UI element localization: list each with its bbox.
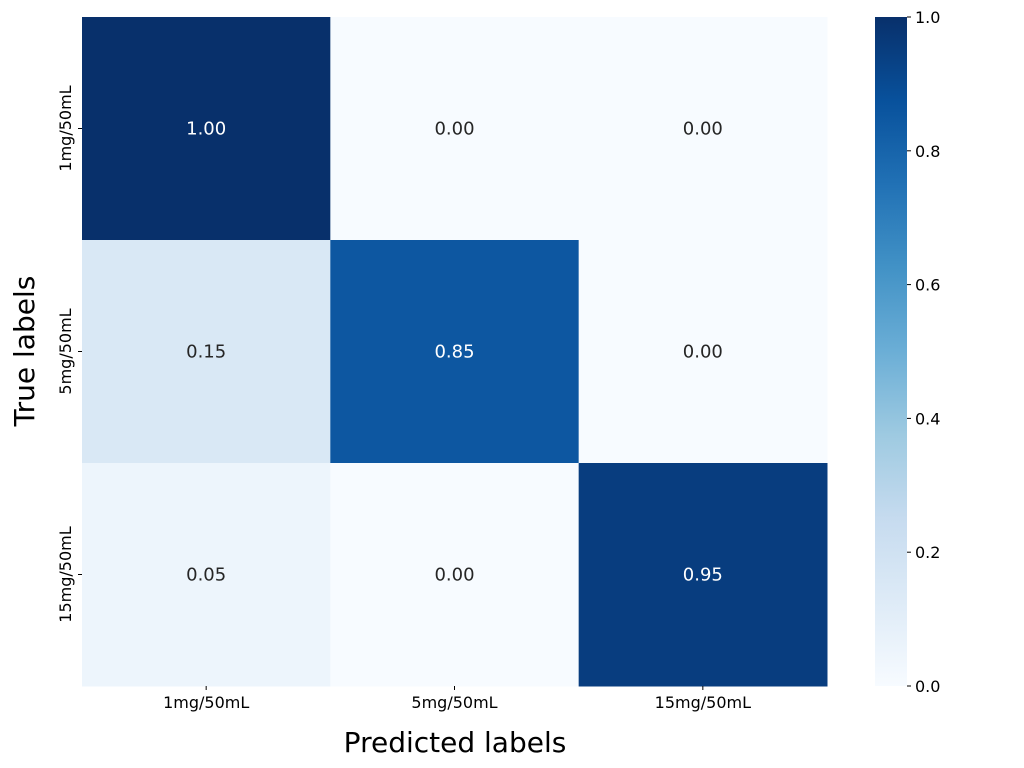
heatmap-cell-label: 0.05: [186, 565, 226, 586]
colorbar-ticks: 0.0 0.2 0.4 0.6 0.8 1.0: [907, 8, 940, 696]
colorbar-tick-label: 0.2: [915, 543, 940, 562]
x-axis-ticks: 1mg/50mL 5mg/50mL 15mg/50mL: [163, 686, 751, 712]
heatmap-cell-label: 0.00: [683, 119, 723, 140]
heatmap-cell-label: 0.00: [434, 565, 474, 586]
colorbar: [875, 17, 907, 686]
heatmap-cell: [82, 463, 331, 687]
x-tick-label: 15mg/50mL: [655, 693, 751, 712]
y-tick-label: 15mg/50mL: [56, 526, 75, 622]
y-axis-ticks: 1mg/50mL 5mg/50mL 15mg/50mL: [56, 85, 82, 623]
heatmap-cell: [578, 463, 828, 687]
x-tick-label: 5mg/50mL: [411, 693, 497, 712]
colorbar-tick-label: 0.0: [915, 677, 940, 696]
heatmap-cell-label: 1.00: [186, 119, 226, 140]
heatmap-cell: [330, 17, 580, 241]
colorbar-tick-label: 1.0: [915, 8, 940, 27]
heatmap-cell-label: 0.00: [434, 119, 474, 140]
y-tick-label: 1mg/50mL: [56, 85, 75, 171]
colorbar-tick-label: 0.8: [915, 142, 940, 161]
y-tick-label: 5mg/50mL: [56, 308, 75, 394]
heatmap-cell: [330, 463, 580, 687]
x-tick-label: 1mg/50mL: [163, 693, 249, 712]
heatmap-cell: [578, 240, 828, 464]
heatmap-cell-label: 0.95: [683, 565, 723, 586]
y-axis-title: True labels: [8, 276, 41, 428]
heatmap-cell: [82, 240, 331, 464]
x-axis-title: Predicted labels: [344, 726, 567, 759]
heatmap-cell-label: 0.85: [434, 342, 474, 363]
heatmap-cell: [578, 17, 828, 241]
heatmap-cell-labels: 1.00 0.00 0.00 0.15 0.85 0.00 0.05 0.00 0.95: [186, 119, 723, 586]
colorbar-tick-label: 0.6: [915, 276, 940, 295]
heatmap-cell: [82, 17, 331, 241]
heatmap-cell-label: 0.00: [683, 342, 723, 363]
colorbar-tick-label: 0.4: [915, 409, 940, 428]
heatmap-cell: [330, 240, 580, 464]
heatmap-cells: [82, 17, 828, 687]
heatmap-cell-label: 0.15: [186, 342, 226, 363]
